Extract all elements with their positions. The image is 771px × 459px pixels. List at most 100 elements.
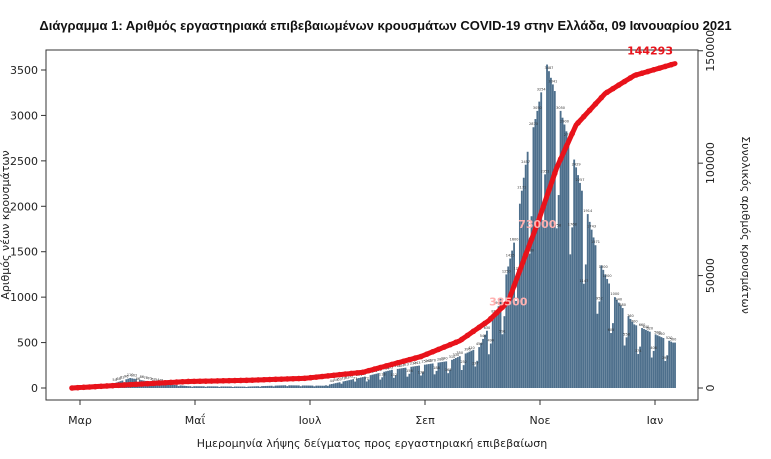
bar bbox=[621, 308, 624, 388]
bar bbox=[402, 368, 405, 388]
bar bbox=[336, 382, 339, 388]
bar bbox=[317, 385, 320, 388]
bar-value-label: 2750 bbox=[564, 133, 573, 137]
bar bbox=[668, 340, 671, 388]
bar bbox=[629, 318, 632, 388]
bar bbox=[363, 376, 366, 388]
bar-value-label: 500 bbox=[670, 338, 677, 342]
bar bbox=[249, 386, 252, 388]
bar bbox=[245, 387, 248, 388]
bar-value-label: 2429 bbox=[572, 162, 581, 166]
bar bbox=[299, 386, 302, 388]
cumulative-point bbox=[598, 94, 605, 101]
bar bbox=[412, 366, 415, 388]
bar bbox=[410, 366, 413, 388]
bar bbox=[239, 386, 242, 388]
cumulative-point bbox=[226, 377, 232, 384]
cumulative-point bbox=[499, 304, 506, 310]
cumulative-point bbox=[104, 383, 110, 389]
y-left-tick-label: 1000 bbox=[10, 291, 38, 304]
cumulative-point bbox=[400, 358, 407, 365]
bar bbox=[623, 345, 626, 388]
bar-value-label: 760 bbox=[627, 314, 634, 318]
cumulative-point bbox=[482, 320, 488, 327]
bar-value-label: 591 bbox=[499, 329, 506, 333]
cumulative-point bbox=[557, 156, 564, 162]
line-annotation: 38500 bbox=[489, 295, 528, 308]
y-left-tick-label: 3000 bbox=[10, 109, 38, 122]
bar-value-label: 900 bbox=[495, 301, 502, 305]
bar bbox=[507, 266, 510, 388]
cumulative-point bbox=[662, 63, 669, 70]
cumulative-point bbox=[441, 344, 448, 350]
bar-value-label: 374 bbox=[635, 349, 642, 353]
bar bbox=[392, 377, 395, 388]
y-left-tick-label: 2000 bbox=[10, 200, 38, 213]
bar-value-label: 520 bbox=[666, 336, 673, 340]
bar bbox=[408, 373, 411, 388]
bar bbox=[458, 356, 461, 388]
bar bbox=[400, 368, 403, 388]
bar bbox=[348, 380, 351, 388]
bar bbox=[381, 377, 384, 388]
bar-value-label: 73 bbox=[341, 376, 345, 380]
bar bbox=[257, 386, 260, 388]
bar bbox=[546, 64, 548, 389]
cumulative-point bbox=[464, 332, 471, 339]
bar bbox=[268, 385, 271, 388]
line-annotation: 144293 bbox=[627, 45, 673, 58]
cumulative-point bbox=[412, 355, 418, 361]
bar bbox=[538, 101, 541, 389]
bar bbox=[166, 384, 168, 388]
cumulative-point bbox=[121, 382, 128, 388]
bar bbox=[532, 127, 535, 389]
cumulative-point bbox=[656, 65, 663, 71]
x-tick-label: Ιαν bbox=[647, 414, 664, 427]
bar-value-label: 3487 bbox=[545, 66, 554, 70]
bar bbox=[646, 330, 649, 388]
bar bbox=[594, 245, 597, 388]
bar-value-label: 63 bbox=[337, 377, 341, 381]
bar bbox=[582, 283, 585, 388]
bar bbox=[454, 358, 457, 388]
bar bbox=[522, 177, 525, 388]
bar bbox=[222, 386, 225, 388]
bar-value-label: 490 bbox=[487, 339, 494, 343]
bar bbox=[288, 385, 291, 388]
bar bbox=[274, 385, 277, 388]
bar-value-label: 112 bbox=[391, 373, 398, 377]
x-tick-label: Ιουλ bbox=[299, 414, 322, 427]
bar bbox=[160, 383, 163, 388]
bar bbox=[290, 385, 293, 388]
bar bbox=[600, 265, 603, 388]
bar-value-label: 297 bbox=[662, 356, 669, 360]
bar bbox=[549, 77, 552, 388]
bar-value-label: 1743 bbox=[587, 225, 596, 229]
cumulative-point bbox=[458, 336, 465, 343]
bar bbox=[373, 374, 376, 388]
cumulative-point bbox=[354, 370, 360, 376]
bar bbox=[466, 352, 469, 388]
bar bbox=[443, 361, 446, 388]
bar bbox=[311, 385, 314, 388]
bar bbox=[606, 278, 609, 388]
cumulative-point bbox=[639, 70, 645, 77]
bar bbox=[437, 362, 440, 388]
bar bbox=[200, 386, 203, 388]
cumulative-point bbox=[470, 328, 477, 335]
bar-value-label: 1768 bbox=[568, 222, 577, 226]
bar bbox=[284, 385, 287, 388]
cumulative-point bbox=[220, 378, 227, 384]
cumulative-point bbox=[627, 75, 634, 81]
cumulative-point bbox=[197, 378, 203, 385]
bar-value-label: 252 bbox=[460, 360, 467, 364]
bar bbox=[406, 376, 409, 388]
bar bbox=[295, 385, 298, 388]
cumulative-point bbox=[633, 72, 640, 78]
cumulative-point bbox=[237, 377, 244, 384]
cumulative-point bbox=[621, 78, 628, 85]
cumulative-point bbox=[476, 324, 482, 331]
bar bbox=[266, 385, 269, 388]
bar bbox=[666, 355, 669, 388]
